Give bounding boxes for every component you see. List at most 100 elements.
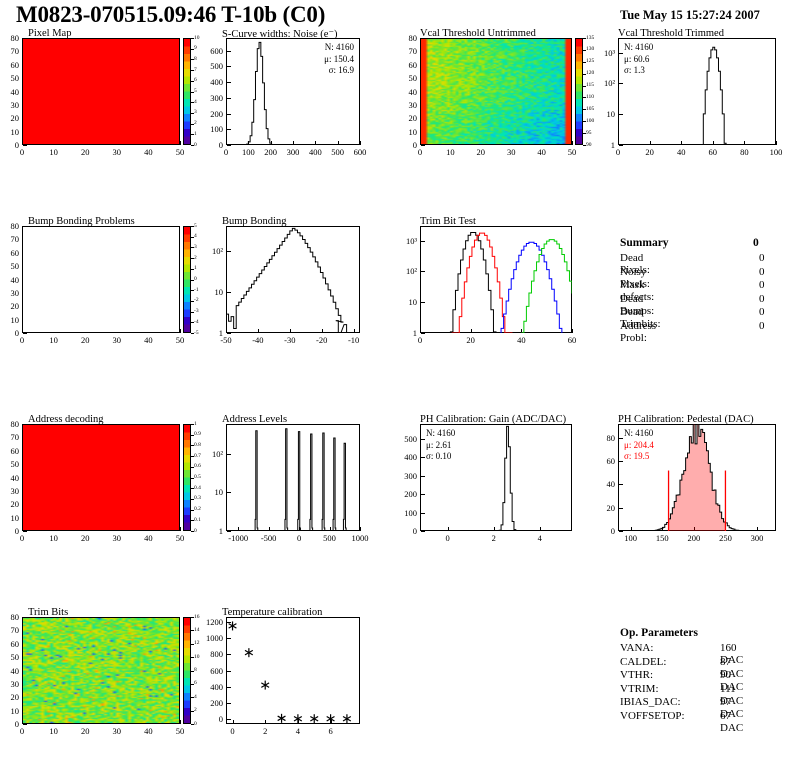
color-scale-trim-bits	[183, 617, 191, 724]
heatmap-bump-bonding-problems	[23, 227, 179, 332]
color-scale-label: 10	[194, 653, 200, 660]
color-scale-label: 105	[586, 105, 595, 112]
x-tick	[693, 527, 695, 531]
x-tick	[360, 527, 361, 531]
y-tick-label: 50	[10, 73, 20, 84]
color-scale-tick	[191, 247, 194, 249]
y-tick-label: 50	[408, 73, 418, 84]
x-tick-label: 40	[144, 533, 153, 543]
x-tick-label: 20	[80, 726, 90, 736]
address-level-peak	[342, 442, 347, 531]
summary-row-label: Dead Pixels:	[620, 252, 650, 276]
x-tick	[539, 527, 541, 531]
color-scale-label: 6	[194, 77, 197, 84]
y-tick-label: 10³	[405, 235, 417, 246]
scatter-point	[244, 648, 254, 658]
x-tick-label: 100	[769, 147, 783, 157]
y-tick	[619, 484, 623, 486]
color-scale-label: 0.2	[194, 506, 201, 513]
x-tick-label: 10	[49, 147, 58, 157]
color-scale-tick	[191, 445, 194, 447]
x-tick-label: 10	[49, 726, 58, 736]
panel-title-bump-bonding-problems: Bump Bonding Problems	[28, 216, 135, 227]
color-scale-tick	[191, 617, 194, 618]
color-scale-label: 95	[586, 129, 592, 136]
y-tick	[421, 240, 425, 242]
y-tick	[23, 51, 27, 53]
x-tick-label: 4	[295, 726, 301, 736]
x-tick-label: 50	[175, 533, 185, 543]
y-tick	[421, 118, 425, 120]
color-scale-label: -1	[194, 286, 199, 293]
panel-title-bump-bonding: Bump Bonding	[222, 216, 287, 227]
x-tick-label: 300	[750, 533, 764, 543]
plot-frame-vcal-threshold-trimmed	[618, 38, 776, 145]
y-tick-label: 1	[218, 328, 223, 338]
y-tick	[23, 437, 27, 439]
y-tick	[23, 252, 27, 254]
x-tick-label: 60	[708, 147, 718, 157]
y-tick	[421, 91, 425, 93]
y-tick-label: 40	[606, 479, 616, 490]
y-tick-label: 20	[408, 113, 418, 124]
x-tick	[180, 141, 181, 145]
x-tick-label: 200	[687, 533, 701, 543]
page-title: M0823-070515.09:46 T-10b (C0)	[16, 2, 326, 27]
y-tick	[23, 118, 27, 120]
x-tick-label: 400	[308, 147, 322, 157]
y-tick-label: 30	[10, 485, 20, 496]
plot-frame-trim-bit-test	[420, 226, 572, 333]
y-tick-label: 30	[10, 678, 20, 689]
x-tick-label: 600	[353, 147, 367, 157]
x-tick-label: 10	[446, 147, 455, 157]
y-tick	[227, 250, 231, 252]
x-tick-label: 250	[719, 533, 732, 543]
y-tick	[23, 424, 27, 425]
x-tick-label: 2	[491, 533, 496, 543]
y-tick	[23, 226, 27, 227]
color-scale-label: 0.9	[194, 431, 201, 438]
color-scale-label: 9	[194, 45, 197, 52]
x-tick	[329, 527, 331, 531]
x-tick-label: 20	[80, 533, 90, 543]
plot-area-vcal-threshold-trimmed	[702, 46, 727, 145]
color-scale-label: 2	[194, 707, 197, 714]
color-scale-tick	[191, 226, 194, 227]
x-tick	[22, 329, 23, 333]
panel-title-pixel-map: Pixel Map	[28, 28, 72, 39]
color-scale-tick	[191, 657, 194, 659]
y-tick	[23, 131, 27, 133]
plot-area-s-curve-widths	[238, 41, 290, 145]
y-tick-label: 10	[606, 109, 616, 120]
color-scale-label: 8	[194, 55, 197, 62]
y-tick-label: 10	[10, 705, 20, 716]
heatmap-pixel-map	[23, 39, 179, 144]
x-tick-label: 10	[49, 335, 58, 345]
stats-n: N: 4160	[624, 42, 654, 52]
color-scale-tick	[191, 70, 194, 72]
color-scale-tick	[191, 466, 194, 468]
x-tick-label: 30	[506, 147, 516, 157]
x-tick-label: 20	[80, 335, 90, 345]
y-tick-label: 30	[408, 99, 418, 110]
x-tick-label: 40	[144, 726, 153, 736]
y-tick-label: 70	[10, 625, 20, 636]
y-tick	[421, 38, 425, 39]
x-tick	[337, 141, 339, 145]
color-scale-tick	[191, 434, 194, 436]
y-tick-label: 0	[412, 526, 417, 536]
color-scale-label: 1	[194, 130, 197, 137]
y-tick-label: 80	[408, 33, 418, 43]
address-level-peak	[297, 431, 301, 531]
color-scale-tick	[583, 97, 586, 99]
y-tick-label: 200	[404, 489, 417, 500]
color-scale-tick	[191, 520, 194, 522]
stats-sigma: σ: 19.5	[624, 451, 650, 461]
y-tick	[421, 51, 425, 53]
summary-row-value: 0	[759, 265, 765, 278]
x-tick-label: 150	[655, 533, 669, 543]
y-tick-label: 100	[210, 124, 223, 135]
op-parameter-row: VANA: 160 DAC	[620, 642, 743, 666]
color-scale-tick	[191, 509, 194, 511]
x-tick-label: 20	[645, 147, 654, 157]
